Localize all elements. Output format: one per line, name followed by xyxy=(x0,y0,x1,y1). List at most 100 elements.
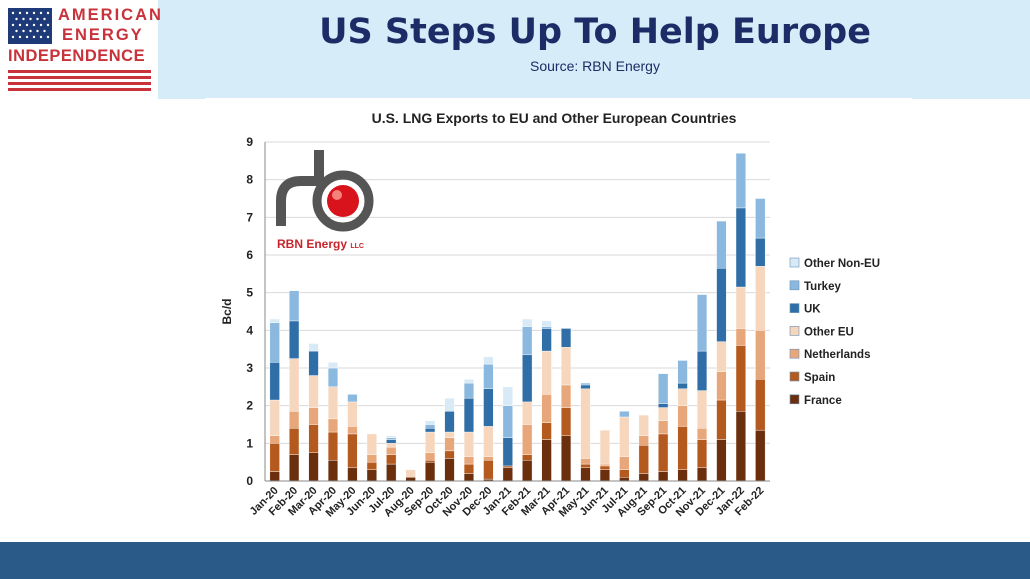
bar-segment xyxy=(463,379,474,384)
bar-segment xyxy=(580,458,591,465)
bar-segment xyxy=(327,431,339,461)
bar-segment xyxy=(308,343,319,352)
bar-segment xyxy=(347,394,358,403)
bar-segment xyxy=(677,469,688,482)
legend-swatch xyxy=(789,280,800,291)
bar-segment xyxy=(269,435,280,444)
bar-segment xyxy=(327,362,339,369)
bar-segment xyxy=(580,384,591,389)
bar-segment xyxy=(561,384,572,408)
bar-segment xyxy=(522,318,533,327)
bar-segment xyxy=(444,397,455,412)
bar-segment xyxy=(716,371,727,401)
bar-segment xyxy=(425,431,436,453)
brand-line-2: ENERGY xyxy=(62,26,144,44)
legend-label: UK xyxy=(804,304,821,316)
bar-segment xyxy=(696,390,708,429)
bar-segment xyxy=(327,367,339,388)
bar-segment xyxy=(716,267,727,342)
bar-segment xyxy=(308,350,319,376)
bar-segment xyxy=(541,422,552,440)
bar-segment xyxy=(619,477,630,482)
bar-segment xyxy=(463,431,474,457)
bar-segment xyxy=(269,443,280,472)
y-tick-label: 8 xyxy=(246,173,253,187)
bar-segment xyxy=(386,435,397,438)
bar-segment xyxy=(522,401,533,425)
y-tick-label: 4 xyxy=(246,323,253,337)
chart-bars xyxy=(269,153,766,482)
bar-segment xyxy=(561,407,572,436)
bar-segment xyxy=(386,443,397,448)
bar-segment xyxy=(444,458,455,482)
rbn-pipe-icon xyxy=(276,176,321,226)
y-axis-ticks: 0 1 2 3 4 5 6 7 8 9 xyxy=(246,135,253,488)
bar-segment xyxy=(483,456,494,461)
bar-segment xyxy=(561,435,572,482)
bar-segment xyxy=(755,198,766,239)
bar-segment xyxy=(502,467,513,482)
bar-segment xyxy=(347,401,358,427)
legend-label: Spain xyxy=(804,372,835,384)
rbn-energy-logo: RBN Energy LLC xyxy=(276,150,374,251)
bar-segment xyxy=(463,473,474,482)
bar-segment xyxy=(366,461,377,470)
bar-segment xyxy=(755,266,766,331)
bar-segment xyxy=(735,411,746,482)
bar-segment xyxy=(289,428,300,455)
bar-segment xyxy=(522,424,533,455)
bar-segment xyxy=(735,153,746,209)
bar-segment xyxy=(658,433,669,472)
y-tick-label: 7 xyxy=(246,210,253,224)
bar-segment xyxy=(541,320,552,327)
bar-segment xyxy=(541,439,552,482)
bar-segment xyxy=(658,373,669,404)
bar-segment xyxy=(696,294,708,352)
bar-segment xyxy=(696,350,708,391)
bar-segment xyxy=(677,360,688,384)
bar-segment xyxy=(366,433,377,455)
bar-segment xyxy=(638,445,649,474)
y-tick-label: 1 xyxy=(246,436,253,450)
bar-segment xyxy=(599,465,610,470)
us-flag-icon xyxy=(8,8,52,44)
bar-segment xyxy=(638,414,649,437)
svg-text:RBN Energy LLC: RBN Energy LLC xyxy=(277,237,364,251)
legend-label: Other Non-EU xyxy=(804,258,880,270)
bar-segment xyxy=(386,437,397,440)
page-title: US Steps Up To Help Europe xyxy=(319,12,871,52)
bar-segment xyxy=(658,403,669,408)
bar-segment xyxy=(366,454,377,463)
bar-segment xyxy=(502,405,513,438)
y-tick-label: 5 xyxy=(246,286,253,300)
bar-segment xyxy=(658,420,669,435)
bar-segment xyxy=(735,345,746,412)
bar-segment xyxy=(735,328,746,346)
legend-label: France xyxy=(804,395,842,407)
bar-segment xyxy=(619,469,630,478)
rbn-logo-name: RBN Energy xyxy=(277,237,347,251)
bar-segment xyxy=(755,237,766,267)
bar-segment xyxy=(308,452,319,482)
y-tick-label: 2 xyxy=(246,399,253,413)
bar-segment xyxy=(386,454,397,465)
bar-segment xyxy=(425,424,436,429)
bar-segment xyxy=(269,322,280,363)
page-subtitle: Source: RBN Energy xyxy=(530,58,660,74)
bar-segment xyxy=(696,439,708,469)
bar-segment xyxy=(269,471,280,482)
bar-segment xyxy=(405,477,416,482)
bar-segment xyxy=(483,364,494,389)
legend-swatch xyxy=(789,348,800,359)
lng-exports-chart: U.S. LNG Exports to EU and Other Europea… xyxy=(220,110,880,519)
bar-segment xyxy=(638,435,649,446)
bar-segment xyxy=(425,460,436,463)
legend-swatch xyxy=(789,257,800,268)
bar-segment xyxy=(308,407,319,425)
bar-segment xyxy=(386,446,397,455)
bar-segment xyxy=(755,379,766,431)
rbn-logo-suffix: LLC xyxy=(350,243,364,250)
bar-segment xyxy=(677,388,688,406)
bar-segment xyxy=(619,456,630,470)
bar-segment xyxy=(716,220,727,269)
